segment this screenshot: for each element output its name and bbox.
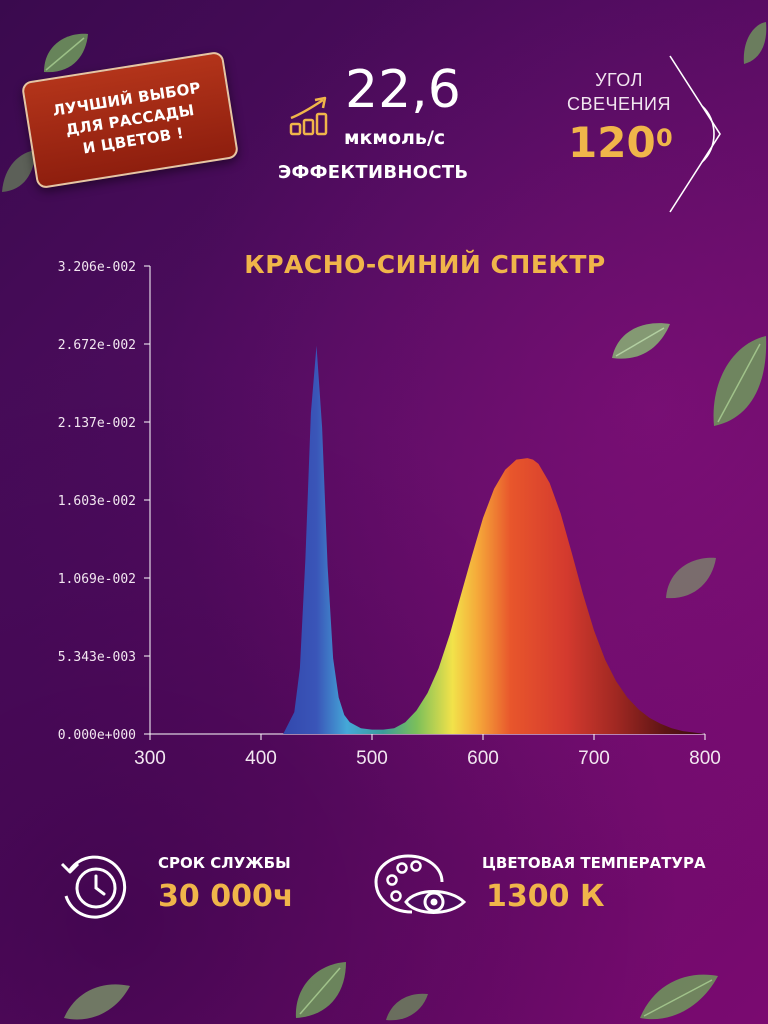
leaf-icon <box>295 962 346 1018</box>
leaf-icon <box>743 22 767 64</box>
efficiency-value: 22,6 <box>345 60 461 120</box>
y-tick-label: 2.137e-002 <box>58 416 136 431</box>
efficiency-unit: мкмоль/с <box>344 127 446 149</box>
palette-eye-icon <box>374 854 467 914</box>
lifetime-label: СРОК СЛУЖБЫ <box>158 854 291 872</box>
y-tick-label: 1.603e-002 <box>58 494 136 509</box>
leaf-icon <box>44 33 88 73</box>
chart-title: КРАСНО-СИНИЙ СПЕКТР <box>244 250 606 279</box>
y-tick-labels: 0.000e+000 5.343e-003 1.069e-002 1.603e-002… <box>58 260 150 743</box>
x-tick-label: 400 <box>245 748 277 769</box>
x-tick-labels: 300 400 500 600 700 800 <box>134 734 721 769</box>
x-tick-label: 800 <box>689 748 721 769</box>
leaf-icon <box>713 336 767 426</box>
clock-cycle-icon <box>60 855 127 919</box>
growth-chart-icon <box>289 96 328 136</box>
x-tick-label: 700 <box>578 748 610 769</box>
leaf-icon <box>64 984 130 1020</box>
angle-label-line-1: УГОЛ <box>595 70 643 90</box>
leaf-icon <box>612 323 670 359</box>
color-temperature-label: ЦВЕТОВАЯ ТЕМПЕРАТУРА <box>482 854 706 872</box>
y-tick-label: 3.206e-002 <box>58 260 136 275</box>
spectrum-area <box>283 345 705 734</box>
chart-axes <box>149 266 705 735</box>
angle-label-line-2: СВЕЧЕНИЯ <box>567 94 671 114</box>
lifetime-value: 30 000ч <box>158 879 294 914</box>
x-tick-label: 300 <box>134 748 166 769</box>
y-tick-label: 5.343e-003 <box>58 650 136 665</box>
leaf-icon <box>2 150 36 192</box>
y-tick-label: 0.000e+000 <box>58 728 136 743</box>
leaf-icon <box>640 974 718 1020</box>
x-tick-label: 500 <box>356 748 388 769</box>
leaf-icon <box>386 993 428 1021</box>
angle-value: 120 <box>568 118 656 167</box>
leaf-icon <box>666 557 716 599</box>
angle-icon <box>669 55 721 213</box>
y-tick-label: 2.672e-002 <box>58 338 136 353</box>
x-tick-label: 600 <box>467 748 499 769</box>
angle-degree-mark: 0 <box>656 124 673 152</box>
color-temperature-value: 1300 К <box>486 879 605 914</box>
y-tick-label: 1.069e-002 <box>58 572 136 587</box>
efficiency-label: ЭФФЕКТИВНОСТЬ <box>278 162 469 183</box>
